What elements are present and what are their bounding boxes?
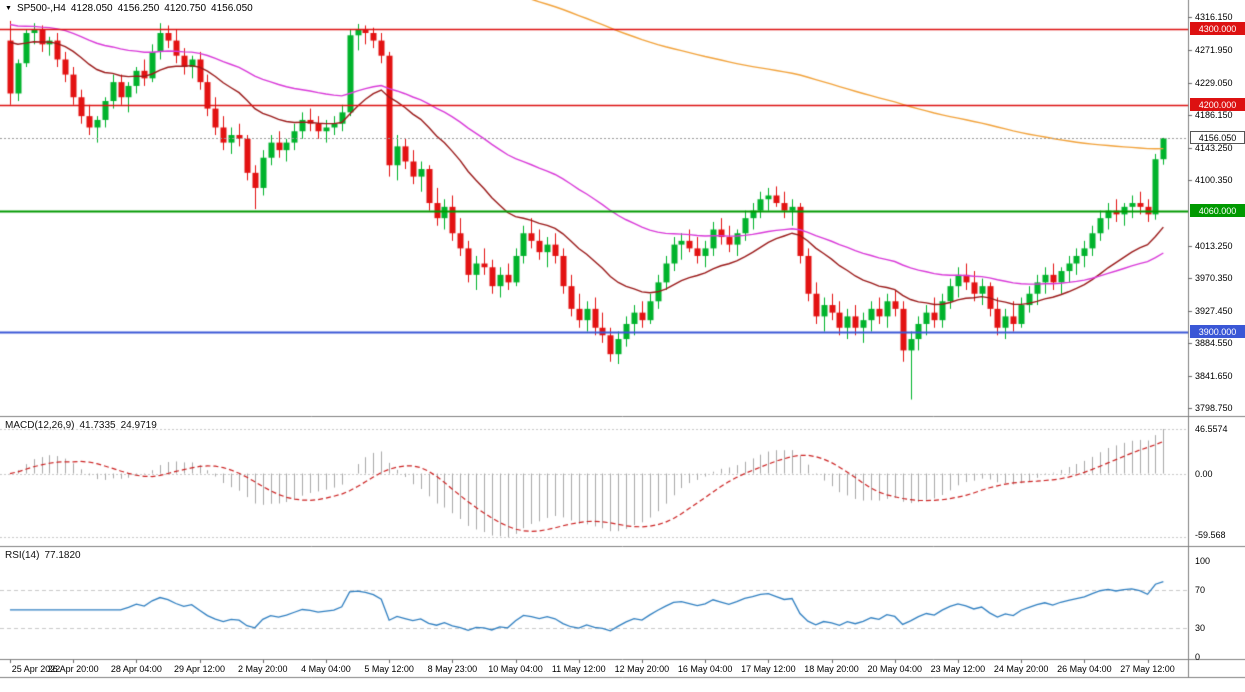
price-tick-label: 3841.650 xyxy=(1195,370,1233,381)
symbol-timeframe-label: SP500-,H4 xyxy=(16,3,66,14)
time-label: 11 May 12:00 xyxy=(551,664,606,674)
price-tick-label: 3798.750 xyxy=(1195,403,1233,414)
macd-indicator-label: MACD(12,26,9) 41.7335 24.9719 xyxy=(5,420,162,431)
time-label: 5 May 12:00 xyxy=(364,664,414,674)
price-tick-label: 4229.050 xyxy=(1195,77,1233,88)
price-tick-label: 4186.150 xyxy=(1195,110,1233,121)
macd-main-value: 41.7335 xyxy=(79,420,116,431)
time-label: 17 May 12:00 xyxy=(741,664,796,674)
ohlc-high-value: 4156.250 xyxy=(117,3,160,14)
ohlc-low-value: 4120.750 xyxy=(164,3,207,14)
time-label: 16 May 04:00 xyxy=(677,664,733,674)
time-label: 26 Apr 20:00 xyxy=(47,664,99,674)
time-label: 20 May 04:00 xyxy=(867,664,923,674)
chart-header: ▼ SP500-,H4 4128.050 4156.250 4120.750 4156.0… xyxy=(5,3,258,14)
time-label: 2 May 20:00 xyxy=(237,664,288,674)
price-tick-label: 3970.350 xyxy=(1195,273,1233,284)
macd-scale-min: -59.568 xyxy=(1195,530,1226,540)
time-label: 26 May 04:00 xyxy=(1057,664,1112,674)
macd-name: MACD(12,26,9) xyxy=(5,420,75,431)
price-badge-4300.000: 4300.000 xyxy=(1190,22,1245,36)
price-tick-label: 4013.250 xyxy=(1195,240,1233,251)
rsi-indicator-label: RSI(14) 77.1820 xyxy=(5,550,86,561)
chart-dropdown-icon[interactable]: ▼ xyxy=(5,5,12,12)
time-label: 25 Apr 2022 xyxy=(11,664,61,674)
time-label: 23 May 12:00 xyxy=(930,664,986,674)
time-label: 29 Apr 12:00 xyxy=(174,664,226,674)
rsi-value: 77.1820 xyxy=(44,550,81,561)
ohlc-open-value: 4128.050 xyxy=(70,3,113,14)
rsi-scale-0: 0 xyxy=(1195,652,1201,662)
macd-scale-zero: 0.00 xyxy=(1195,468,1213,479)
time-label: 12 May 20:00 xyxy=(614,664,670,674)
time-label: 18 May 20:00 xyxy=(804,664,859,674)
time-label: 4 May 04:00 xyxy=(301,664,351,674)
price-tick-label: 4271.950 xyxy=(1195,45,1233,56)
price-tick-label: 4316.150 xyxy=(1195,12,1233,23)
rsi-scale-100: 100 xyxy=(1195,556,1211,566)
price-tick-label: 4143.250 xyxy=(1195,142,1233,153)
price-tick-label: 3927.450 xyxy=(1195,305,1233,316)
rsi-scale-70: 70 xyxy=(1195,584,1206,595)
macd-signal-value: 24.9719 xyxy=(120,420,157,431)
time-label: 10 May 04:00 xyxy=(488,664,543,674)
time-label: 8 May 23:00 xyxy=(427,664,478,674)
price-tick-label: 3884.550 xyxy=(1195,338,1233,349)
price-badge-3900.000: 3900.000 xyxy=(1190,324,1245,338)
ohlc-close-value: 4156.050 xyxy=(211,3,253,14)
price-badge-4156.050: 4156.050 xyxy=(1190,131,1245,145)
time-label: 24 May 20:00 xyxy=(993,664,1049,674)
rsi-name: RSI(14) xyxy=(5,550,40,561)
price-badge-4200.000: 4200.000 xyxy=(1190,97,1245,111)
macd-scale-max: 46.5574 xyxy=(1195,424,1228,434)
rsi-scale-30: 30 xyxy=(1195,623,1206,634)
price-tick-label: 4100.350 xyxy=(1195,175,1233,186)
price-badge-4060.000: 4060.000 xyxy=(1190,203,1245,217)
time-label: 27 May 12:00 xyxy=(1120,664,1175,674)
time-label: 28 Apr 04:00 xyxy=(110,664,162,674)
